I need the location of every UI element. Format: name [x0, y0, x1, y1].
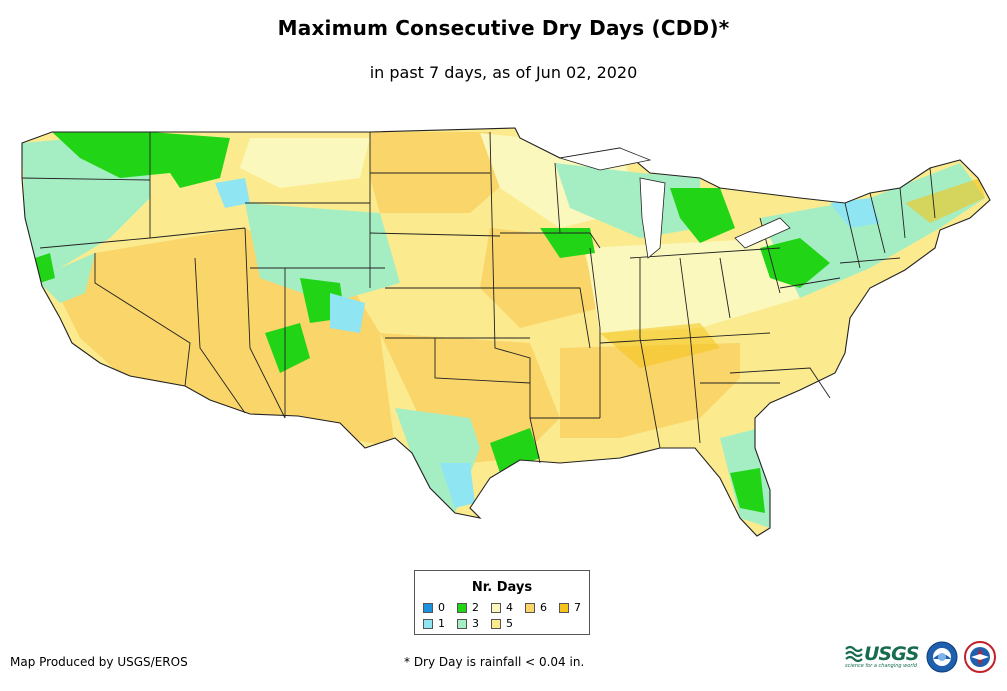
patch-pennsylvania	[760, 238, 830, 288]
legend-title: Nr. Days	[471, 580, 533, 595]
usgs-tagline: science for a changing world	[845, 663, 917, 669]
patch-maine-coast	[905, 178, 985, 223]
lake-michigan	[639, 177, 666, 259]
cdd-regions	[22, 132, 985, 528]
cdd-map-svg	[21, 127, 991, 537]
region-central-rockies	[245, 203, 400, 303]
nws-seal-icon	[964, 641, 996, 673]
legend-item: 2	[457, 602, 479, 614]
legend-item: 0	[423, 602, 445, 614]
patch-michigan	[670, 188, 735, 243]
patch-new-mexico	[330, 293, 365, 333]
region-north-plains	[370, 132, 510, 213]
patch-california-coast	[35, 253, 55, 283]
usgs-wordmark: USGS	[864, 643, 919, 665]
region-southern-plains	[380, 333, 560, 463]
usgs-logo: USGS science for a changing world	[845, 643, 919, 669]
legend: Nr. Days 0 2 4 6 7 1 3 5	[414, 570, 590, 635]
legend-swatch	[491, 603, 501, 613]
legend-label: 1	[438, 617, 445, 630]
legend-item: 6	[525, 602, 547, 614]
legend-label: 5	[506, 617, 513, 630]
region-montana	[240, 138, 370, 188]
noaa-seal	[926, 641, 958, 673]
patch-wyoming	[215, 178, 250, 208]
map-credit: Map Produced by USGS/EROS	[10, 655, 188, 669]
legend-swatch	[559, 603, 569, 613]
map-title: Maximum Consecutive Dry Days (CDD)*	[277, 16, 730, 40]
legend-swatch	[423, 619, 433, 629]
legend-label: 4	[506, 601, 513, 614]
lake-erie	[734, 217, 791, 249]
patch-south-texas	[440, 463, 475, 508]
legend-swatch	[525, 603, 535, 613]
legend-label: 7	[574, 601, 581, 614]
noaa-seal-icon	[926, 641, 958, 673]
region-midwest	[585, 238, 800, 333]
patch-washington	[52, 132, 170, 178]
map-subtitle: in past 7 days, as of Jun 02, 2020	[369, 63, 638, 82]
legend-item: 5	[491, 618, 513, 630]
legend-label: 2	[472, 601, 479, 614]
legend-label: 3	[472, 617, 479, 630]
legend-swatch	[457, 603, 467, 613]
legend-label: 0	[438, 601, 445, 614]
patch-arizona	[265, 323, 310, 373]
lake-superior	[559, 147, 652, 171]
legend-item: 4	[491, 602, 513, 614]
patch-south-florida	[730, 468, 765, 513]
patch-vermont	[830, 198, 880, 228]
region-great-lakes	[555, 163, 700, 238]
legend-swatch	[491, 619, 501, 629]
legend-label: 6	[540, 601, 547, 614]
legend-item: 3	[457, 618, 479, 630]
dry-day-note: * Dry Day is rainfall < 0.04 in.	[404, 655, 585, 669]
patch-wisconsin	[540, 228, 595, 258]
nws-seal	[964, 641, 996, 673]
region-nw-california	[40, 253, 95, 303]
us-map	[0, 118, 1007, 548]
legend-item: 1	[423, 618, 445, 630]
patch-idaho	[150, 132, 230, 188]
usgs-wave-icon	[845, 645, 863, 663]
state-boundaries	[21, 131, 936, 464]
us-outline	[21, 127, 991, 537]
legend-swatch	[457, 619, 467, 629]
legend-swatch	[423, 603, 433, 613]
legend-item: 7	[559, 602, 581, 614]
